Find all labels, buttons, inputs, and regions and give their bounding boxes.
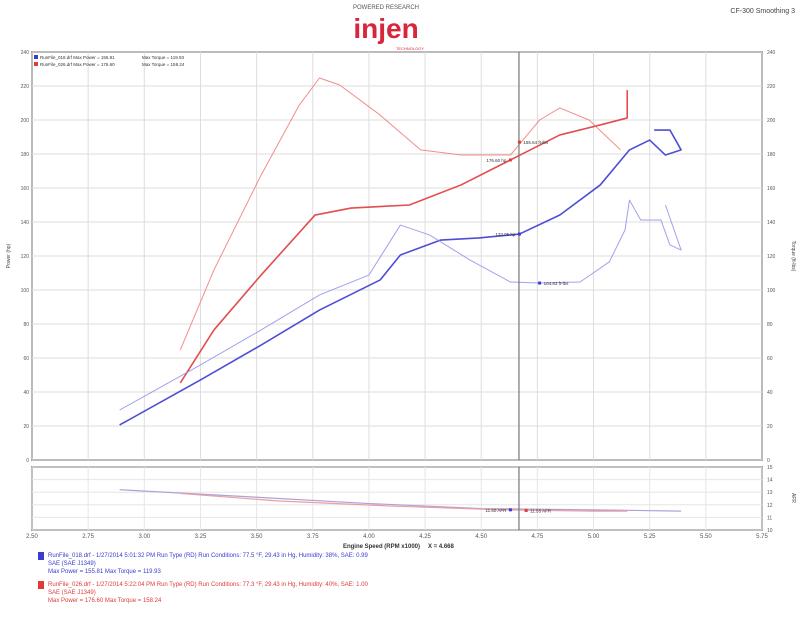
cursor-readout: X = 4.668 <box>428 544 455 550</box>
y-tick-label-right: 40 <box>767 390 773 396</box>
series-line-1 <box>179 77 621 351</box>
x-tick-label: 3.50 <box>251 534 263 540</box>
series-line-3 <box>119 199 682 411</box>
y-tick-label-right: 60 <box>767 356 773 362</box>
run-1-line1: RunFile_018.drf - 1/27/2014 5:01:32 PM R… <box>48 553 368 559</box>
lower-tick-label: 11 <box>767 515 772 521</box>
run-1-swatch <box>38 552 44 560</box>
injen-logo: POWERED RESEARCH injen TECHNOLOGY <box>353 5 424 51</box>
y-tick-label-right: 100 <box>767 288 776 294</box>
x-tick-label: 5.00 <box>588 534 600 540</box>
y-axis-label-left: Power (hp) <box>6 243 12 268</box>
legend-swatch <box>34 62 38 66</box>
x-tick-label: 4.50 <box>475 534 487 540</box>
y-tick-label-right: 120 <box>767 254 776 260</box>
run-2-line1: RunFile_026.drf - 1/27/2014 5:22:04 PM R… <box>48 582 368 588</box>
x-tick-label: 4.25 <box>419 534 431 540</box>
y-tick-label-left: 40 <box>23 390 29 396</box>
annotation-marker <box>508 158 512 162</box>
annotation-marker <box>517 232 521 236</box>
annotation-marker <box>517 140 521 144</box>
annotation-marker <box>508 508 512 512</box>
y-tick-label-left: 200 <box>21 118 30 124</box>
x-tick-label: 2.75 <box>82 534 94 540</box>
run-1-line3: Max Power = 155.81 Max Torque = 119.93 <box>48 569 161 575</box>
y-tick-label-right: 0 <box>767 458 770 464</box>
smoothing-label: CF-300 Smoothing 3 <box>730 8 795 15</box>
y-tick-label-left: 60 <box>23 356 29 362</box>
annotation-label: 104.83 ft-lbs <box>544 281 570 286</box>
afr-line-1 <box>180 492 628 512</box>
y-tick-label-right: 80 <box>767 322 773 328</box>
y-tick-label-left: 240 <box>21 50 30 56</box>
annotation-marker <box>538 281 542 285</box>
annotation-label: 176.60 hp <box>486 158 507 163</box>
y-tick-label-left: 0 <box>26 458 29 464</box>
y-tick-label-left: 220 <box>21 84 30 90</box>
y-tick-label-left: 140 <box>21 220 30 226</box>
series-line-0 <box>179 90 629 384</box>
y-tick-label-right: 220 <box>767 84 776 90</box>
y-tick-label-left: 120 <box>21 254 30 260</box>
x-tick-label: 5.75 <box>756 534 768 540</box>
legend-entry: RunFile_018.drf Max Power = 155.81 <box>40 55 115 60</box>
run-1-line2: SAE (SAE J1349) <box>48 561 96 567</box>
plot-area: 2.50 2.75 3.00 3.25 3.50 3.75 4.00 4.25 4.50 4.75… <box>6 50 796 550</box>
y-tick-label-left: 160 <box>21 186 30 192</box>
footer-run-2: RunFile_026.drf - 1/27/2014 5:22:04 PM R… <box>38 581 368 605</box>
legend-swatch <box>34 55 38 59</box>
x-tick-label: 4.00 <box>363 534 375 540</box>
logo-tagline: TECHNOLOGY <box>396 46 424 51</box>
lower-tick-label: 14 <box>767 478 773 484</box>
x-tick-label: 4.75 <box>532 534 544 540</box>
lower-tick-label: 13 <box>767 490 773 496</box>
run-2-line2: SAE (SAE J1349) <box>48 590 96 596</box>
annotation-label: 133.05 hp <box>495 232 516 237</box>
lower-axis-label: AFR <box>790 493 796 503</box>
afr-line-0 <box>119 489 682 512</box>
annotation-label: 11.55 AFR <box>530 508 552 513</box>
x-tick-label: 3.75 <box>307 534 319 540</box>
legend-torque: Max Torque = 119.93 <box>142 55 184 60</box>
footer-run-1: RunFile_018.drf - 1/27/2014 5:01:32 PM R… <box>38 552 368 576</box>
y-tick-label-left: 100 <box>21 288 30 294</box>
annotation-marker <box>524 508 528 512</box>
y-tick-label-left: 80 <box>23 322 29 328</box>
y-tick-label-right: 140 <box>767 220 776 226</box>
annotation-label: 11.60 AFR <box>485 508 507 513</box>
legend-torque: Max Torque = 158.24 <box>142 62 185 67</box>
y-axis-label-right: Torque (ft-lbs) <box>790 241 796 272</box>
x-axis-label: Engine Speed (RPM x1000) <box>343 544 420 550</box>
logo-subtitle: POWERED RESEARCH <box>353 5 419 11</box>
logo-text: injen <box>353 13 418 44</box>
lower-tick-label: 12 <box>767 503 773 509</box>
legend-entry: RunFile_026.drf Max Power = 176.60 <box>40 62 115 67</box>
x-tick-label: 3.00 <box>138 534 150 540</box>
run-2-line3: Max Power = 176.60 Max Torque = 158.24 <box>48 598 162 604</box>
run-2-swatch <box>38 581 44 589</box>
y-tick-label-right: 20 <box>767 424 773 430</box>
y-tick-label-right: 240 <box>767 50 776 56</box>
x-tick-label: 3.25 <box>195 534 207 540</box>
annotation-label: 155.64 ft-lbs <box>523 140 549 145</box>
x-tick-label: 5.25 <box>644 534 656 540</box>
y-tick-label-left: 180 <box>21 152 30 158</box>
y-tick-label-right: 180 <box>767 152 776 158</box>
y-tick-label-right: 200 <box>767 118 776 124</box>
y-tick-label-right: 160 <box>767 186 776 192</box>
x-tick-label: 2.50 <box>26 534 38 540</box>
x-tick-label: 5.50 <box>700 534 712 540</box>
lower-plot-frame <box>31 466 763 531</box>
lower-tick-label: 10 <box>767 528 773 534</box>
lower-tick-label: 15 <box>767 465 773 471</box>
y-tick-label-left: 20 <box>23 424 29 430</box>
